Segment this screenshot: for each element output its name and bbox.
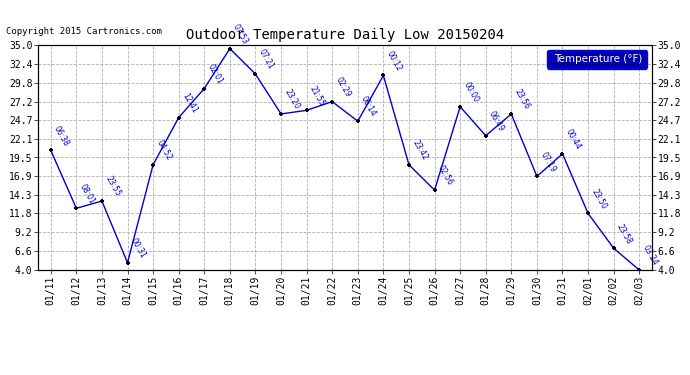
Text: 23:58: 23:58	[615, 222, 633, 246]
Text: 00:12: 00:12	[385, 50, 404, 73]
Text: 06:38: 06:38	[52, 124, 71, 147]
Legend: Temperature (°F): Temperature (°F)	[547, 50, 647, 69]
Point	[173, 115, 184, 121]
Text: 07:19: 07:19	[538, 150, 557, 174]
Point	[506, 111, 517, 117]
Text: 07:53: 07:53	[231, 22, 250, 46]
Point	[97, 198, 108, 204]
Point	[378, 72, 389, 78]
Text: 00:00: 00:00	[462, 80, 480, 104]
Point	[250, 71, 261, 77]
Text: 23:42: 23:42	[411, 139, 429, 162]
Point	[71, 205, 82, 211]
Point	[429, 187, 440, 193]
Point	[557, 151, 568, 157]
Text: 23:50: 23:50	[589, 187, 608, 211]
Text: Copyright 2015 Cartronics.com: Copyright 2015 Cartronics.com	[6, 27, 162, 36]
Point	[353, 118, 364, 124]
Text: 00:31: 00:31	[129, 237, 148, 260]
Point	[275, 111, 286, 117]
Point	[199, 86, 210, 92]
Text: 06:14: 06:14	[359, 95, 378, 118]
Text: 23:20: 23:20	[282, 88, 301, 111]
Title: Outdoor Temperature Daily Low 20150204: Outdoor Temperature Daily Low 20150204	[186, 28, 504, 42]
Point	[582, 210, 593, 216]
Text: 06:49: 06:49	[487, 110, 506, 133]
Text: 12:41: 12:41	[180, 92, 199, 115]
Text: 02:01: 02:01	[206, 62, 224, 86]
Text: 04:52: 04:52	[155, 138, 173, 162]
Point	[148, 162, 159, 168]
Text: 07:21: 07:21	[257, 48, 275, 71]
Point	[301, 107, 312, 113]
Point	[224, 46, 235, 52]
Text: 21:55: 21:55	[308, 84, 326, 108]
Text: 00:44: 00:44	[564, 128, 582, 151]
Text: 03:24: 03:24	[640, 244, 660, 267]
Point	[46, 147, 57, 153]
Point	[404, 162, 415, 168]
Text: 02:56: 02:56	[436, 164, 455, 188]
Point	[531, 173, 542, 179]
Point	[122, 260, 133, 266]
Point	[455, 104, 466, 110]
Text: 02:29: 02:29	[333, 75, 353, 99]
Text: 23:55: 23:55	[104, 175, 122, 198]
Point	[608, 245, 619, 251]
Point	[633, 267, 644, 273]
Point	[326, 99, 337, 105]
Point	[480, 133, 491, 139]
Text: 08:01: 08:01	[78, 182, 97, 206]
Text: 23:56: 23:56	[513, 88, 531, 111]
